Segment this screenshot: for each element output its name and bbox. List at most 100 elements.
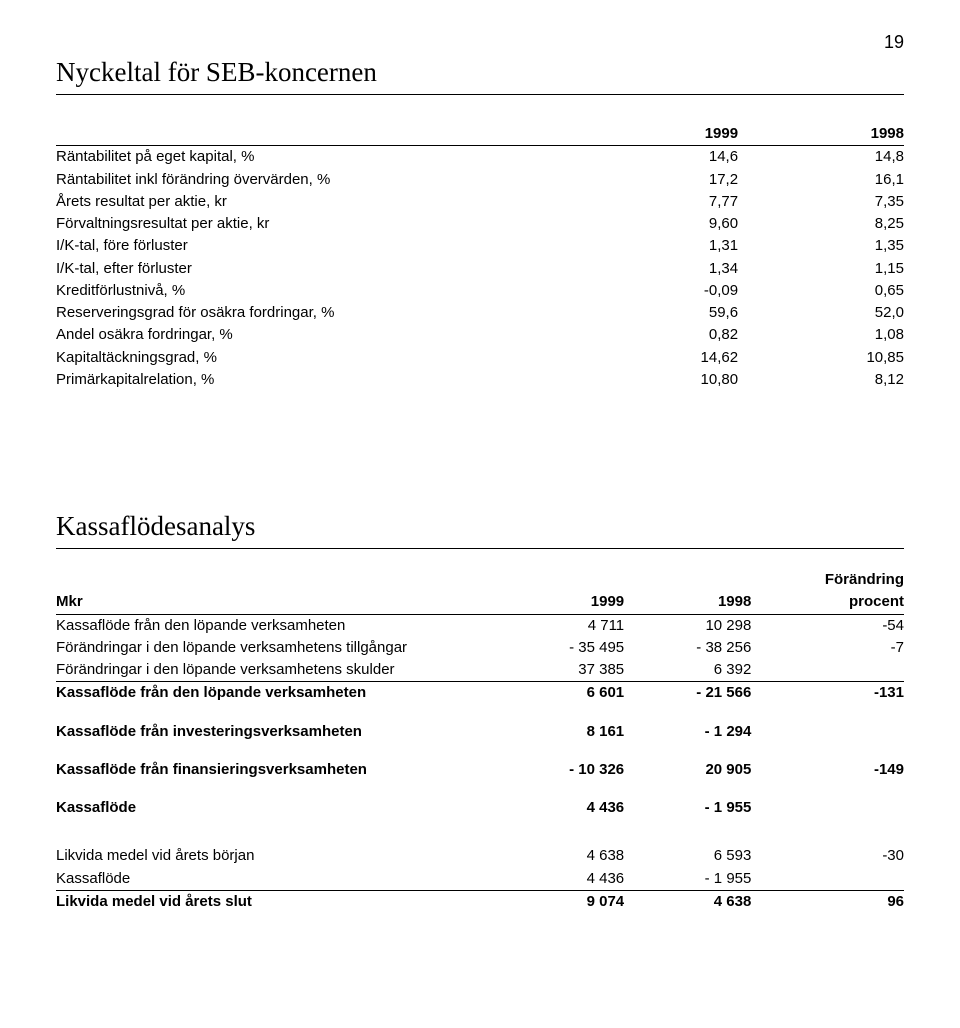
table-row: Primärkapitalrelation, %10,808,12	[56, 369, 904, 391]
row-label: Kreditförlustnivå, %	[56, 280, 572, 302]
row-value: - 1 955	[624, 797, 751, 819]
table-row: Kreditförlustnivå, %-0,090,65	[56, 280, 904, 302]
row-value: -7	[751, 637, 904, 659]
row-label: Kassaflöde	[56, 797, 497, 819]
section2-table: Förändring Mkr 1999 1998 procent Kassafl…	[56, 569, 904, 913]
row-value: 37 385	[497, 659, 624, 682]
row-value: 9 074	[497, 890, 624, 913]
spacer-row	[56, 743, 904, 759]
row-value: 20 905	[624, 759, 751, 781]
section1-title: Nyckeltal för SEB-koncernen	[56, 57, 904, 88]
row-value: 16,1	[738, 169, 904, 191]
row-value: 10 298	[624, 614, 751, 637]
table-row: Förändringar i den löpande verksamhetens…	[56, 659, 904, 682]
row-value: 4 436	[497, 868, 624, 891]
table-row: Förändringar i den löpande verksamhetens…	[56, 637, 904, 659]
col-header: 1999	[497, 591, 624, 614]
table-row: Årets resultat per aktie, kr7,777,35	[56, 191, 904, 213]
col-header: Mkr	[56, 591, 497, 614]
row-label: Förändringar i den löpande verksamhetens…	[56, 637, 497, 659]
row-value: 59,6	[572, 302, 738, 324]
row-label: Kassaflöde från finansieringsverksamhete…	[56, 759, 497, 781]
row-label: Räntabilitet inkl förändring övervärden,…	[56, 169, 572, 191]
row-value	[751, 868, 904, 891]
row-value: 1,15	[738, 258, 904, 280]
table-row: Räntabilitet inkl förändring övervärden,…	[56, 169, 904, 191]
spacer-row	[56, 819, 904, 845]
row-label: Förvaltningsresultat per aktie, kr	[56, 213, 572, 235]
col-header: 1999	[572, 123, 738, 146]
row-value: 96	[751, 890, 904, 913]
table-header-row: Förändring	[56, 569, 904, 591]
row-value: 7,77	[572, 191, 738, 213]
spacer-row	[56, 705, 904, 721]
table-row: Kapitaltäckningsgrad, %14,6210,85	[56, 347, 904, 369]
row-value: - 38 256	[624, 637, 751, 659]
row-label: Årets resultat per aktie, kr	[56, 191, 572, 213]
col-header: 1998	[624, 591, 751, 614]
row-value: 1,34	[572, 258, 738, 280]
row-value: 1,35	[738, 235, 904, 257]
row-value	[751, 721, 904, 743]
page-number: 19	[56, 32, 904, 53]
row-value: -0,09	[572, 280, 738, 302]
table-row: Andel osäkra fordringar, %0,821,08	[56, 324, 904, 346]
row-value: 1,08	[738, 324, 904, 346]
row-value: 9,60	[572, 213, 738, 235]
row-value: -54	[751, 614, 904, 637]
section1-table: 1999 1998 Räntabilitet på eget kapital, …	[56, 123, 904, 391]
table-row: Kassaflöde från den löpande verksamheten…	[56, 614, 904, 637]
row-value: -131	[751, 682, 904, 705]
spacer-row	[56, 781, 904, 797]
col-header: 1998	[738, 123, 904, 146]
table-row: Likvida medel vid årets början4 6386 593…	[56, 845, 904, 867]
table-row: Förvaltningsresultat per aktie, kr9,608,…	[56, 213, 904, 235]
row-value: - 21 566	[624, 682, 751, 705]
row-value: 14,6	[572, 146, 738, 169]
row-value: 10,80	[572, 369, 738, 391]
row-value: 4 638	[624, 890, 751, 913]
row-value: 6 593	[624, 845, 751, 867]
row-value: 7,35	[738, 191, 904, 213]
row-label: Andel osäkra fordringar, %	[56, 324, 572, 346]
row-value: 6 392	[624, 659, 751, 682]
row-value: 10,85	[738, 347, 904, 369]
table-header-row: Mkr 1999 1998 procent	[56, 591, 904, 614]
row-label: Kassaflöde	[56, 868, 497, 891]
row-value: 0,65	[738, 280, 904, 302]
table-row: Likvida medel vid årets slut9 0744 63896	[56, 890, 904, 913]
row-value	[751, 659, 904, 682]
row-value: 4 638	[497, 845, 624, 867]
table-row: Kassaflöde från investeringsverksamheten…	[56, 721, 904, 743]
row-value: 14,8	[738, 146, 904, 169]
table-row: Räntabilitet på eget kapital, %14,614,8	[56, 146, 904, 169]
row-value: - 1 294	[624, 721, 751, 743]
row-value: 14,62	[572, 347, 738, 369]
table-row: Kassaflöde4 436- 1 955	[56, 797, 904, 819]
row-value	[751, 797, 904, 819]
row-label: Räntabilitet på eget kapital, %	[56, 146, 572, 169]
row-label: Likvida medel vid årets början	[56, 845, 497, 867]
col-header: Förändring	[751, 569, 904, 591]
table-row: Kassaflöde4 436- 1 955	[56, 868, 904, 891]
row-value: 6 601	[497, 682, 624, 705]
row-label: Likvida medel vid årets slut	[56, 890, 497, 913]
table-row: Reserveringsgrad för osäkra fordringar, …	[56, 302, 904, 324]
row-value: 4 711	[497, 614, 624, 637]
row-value: 8,12	[738, 369, 904, 391]
row-label: I/K-tal, före förluster	[56, 235, 572, 257]
row-value: -149	[751, 759, 904, 781]
table-header-row: 1999 1998	[56, 123, 904, 146]
row-value: - 1 955	[624, 868, 751, 891]
table-row: Kassaflöde från finansieringsverksamhete…	[56, 759, 904, 781]
row-label: Förändringar i den löpande verksamhetens…	[56, 659, 497, 682]
row-value: 1,31	[572, 235, 738, 257]
row-label: Reserveringsgrad för osäkra fordringar, …	[56, 302, 572, 324]
row-value: - 10 326	[497, 759, 624, 781]
row-label: Kassaflöde från den löpande verksamheten	[56, 682, 497, 705]
row-value: 52,0	[738, 302, 904, 324]
row-value: 8 161	[497, 721, 624, 743]
table-row: Kassaflöde från den löpande verksamheten…	[56, 682, 904, 705]
row-value: 4 436	[497, 797, 624, 819]
col-header: procent	[751, 591, 904, 614]
